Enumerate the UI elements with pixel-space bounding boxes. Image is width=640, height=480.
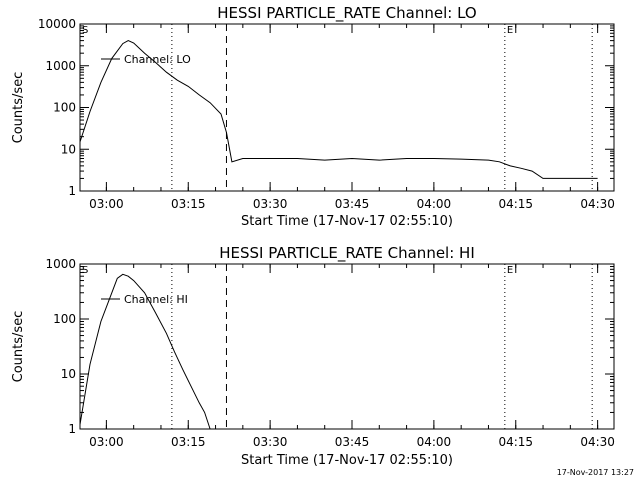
panel-2-y-axis-label: Counts/sec xyxy=(11,311,26,383)
panel-1-x-tick-label: 04:15 xyxy=(498,197,533,211)
panel-2-x-tick-label: 04:15 xyxy=(498,435,533,449)
panel-2-y-tick-label: 1000 xyxy=(45,257,76,271)
panel-2-y-tick-label: 10 xyxy=(61,367,76,381)
panel-1-x-tick-label: 04:30 xyxy=(580,197,615,211)
panel-1-x-tick-label: 03:30 xyxy=(253,197,288,211)
panel-1-y-tick-label: 100 xyxy=(53,101,76,115)
panel-1-chart-title: HESSI PARTICLE_RATE Channel: LO xyxy=(217,4,476,23)
panel-2-x-tick-label: 03:45 xyxy=(335,435,370,449)
panel-2-marker-label: S xyxy=(82,265,88,276)
panel-2-x-axis-label: Start Time (17-Nov-17 02:55:10) xyxy=(241,453,453,468)
panel-2-plot-frame xyxy=(79,263,615,430)
panel-1-marker-label: E xyxy=(507,25,513,36)
panel-2-y-tick-label: 100 xyxy=(53,312,76,326)
panel-1-x-tick-label: 03:15 xyxy=(171,197,206,211)
panel-1-plot-frame xyxy=(79,23,615,192)
panel-1-y-axis-label: Counts/sec xyxy=(11,72,26,144)
panel-1-y-tick-label: 10000 xyxy=(38,17,76,31)
panel-1-series-1-line xyxy=(79,40,598,179)
panel-2-legend-entry: Channel: HI xyxy=(124,293,188,306)
panel-2-x-tick-label: 04:00 xyxy=(417,435,452,449)
panel-1-y-tick-label: 1000 xyxy=(45,59,76,73)
panel-1-x-axis-label: Start Time (17-Nov-17 02:55:10) xyxy=(241,214,453,229)
panel-1-marker-label: S xyxy=(82,25,88,36)
panel-1-x-tick-label: 04:00 xyxy=(417,197,452,211)
panel-2-series-1-line xyxy=(79,273,211,430)
print-timestamp: 17-Nov-2017 13:27 xyxy=(556,468,634,477)
panel-2-x-tick-label: 04:30 xyxy=(580,435,615,449)
panel-1-x-tick-label: 03:45 xyxy=(335,197,370,211)
panel-2-marker-label: E xyxy=(507,265,513,276)
panel-2-x-tick-label: 03:00 xyxy=(89,435,124,449)
panel-1-y-tick-label: 10 xyxy=(61,142,76,156)
panel-1-x-tick-label: 03:00 xyxy=(89,197,124,211)
panel-1-y-tick-label: 1 xyxy=(68,184,76,198)
panel-1-legend-entry: Channel: LO xyxy=(124,53,191,66)
panel-2-x-tick-label: 03:30 xyxy=(253,435,288,449)
panel-2-x-tick-label: 03:15 xyxy=(171,435,206,449)
panel-2-y-tick-label: 1 xyxy=(68,422,76,436)
panel-2-chart-title: HESSI PARTICLE_RATE Channel: HI xyxy=(219,244,475,263)
